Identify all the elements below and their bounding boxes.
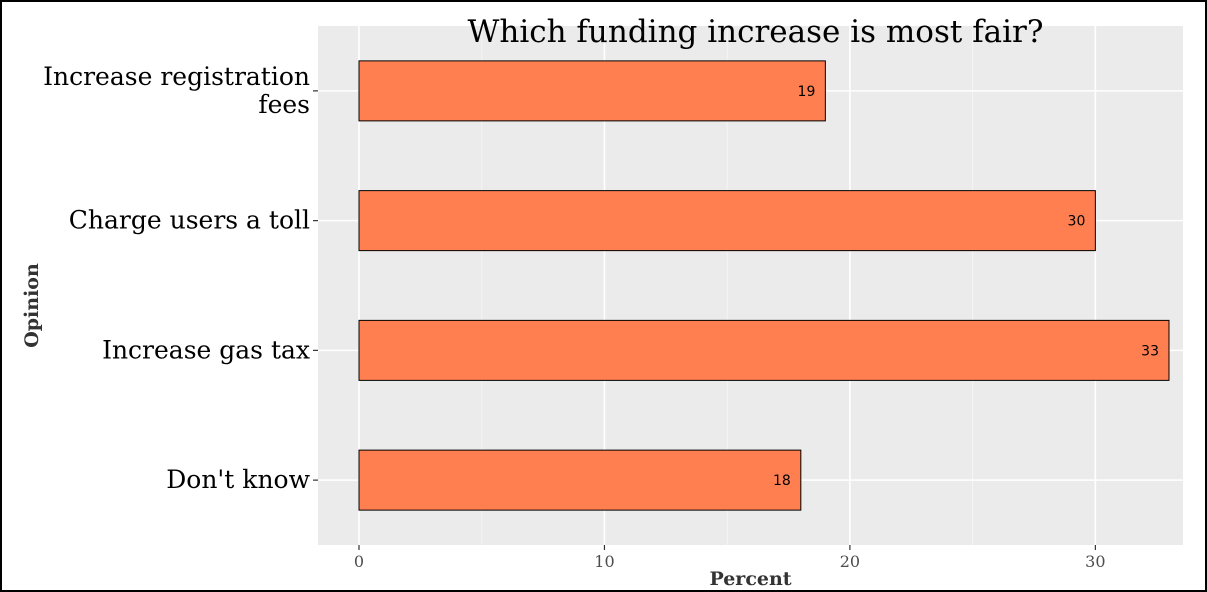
x-tick-label: 30 [1085, 552, 1105, 571]
category-label: Don't know [166, 465, 310, 494]
bars: 19 30 33 18 [358, 60, 1170, 511]
bar [358, 449, 802, 511]
y-axis-title: Opinion [21, 263, 43, 348]
category-label: fees [258, 90, 310, 119]
bar-value-label: 19 [798, 84, 816, 100]
bar [358, 319, 1170, 381]
x-axis-title: Percent [709, 568, 791, 590]
bar [358, 190, 1096, 252]
bar-value-label: 33 [1141, 343, 1159, 359]
x-tick-label: 10 [594, 552, 614, 571]
bar-value-label: 30 [1068, 214, 1086, 230]
chart-title: Which funding increase is most fair? [467, 14, 1043, 50]
bar-value-label: 18 [773, 473, 791, 489]
bar [358, 60, 826, 122]
category-label: Increase registration [43, 62, 310, 91]
x-tick-label: 0 [354, 552, 364, 571]
category-label: Increase gas tax [102, 335, 310, 364]
x-tick-label: 20 [840, 552, 860, 571]
category-label: Charge users a toll [69, 206, 310, 235]
